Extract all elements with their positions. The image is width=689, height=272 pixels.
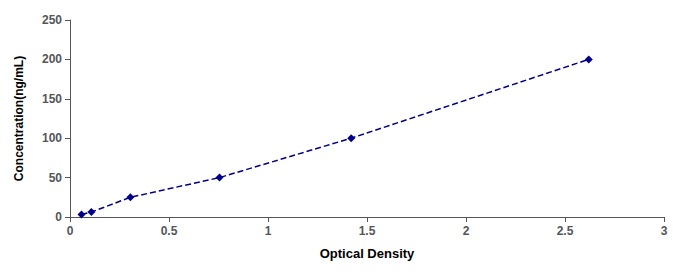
svg-text:2.5: 2.5 [557,224,574,238]
svg-text:50: 50 [49,171,63,185]
svg-text:2: 2 [463,224,470,238]
svg-text:1.5: 1.5 [359,224,376,238]
svg-text:Concentration(ng/mL): Concentration(ng/mL) [12,56,26,181]
svg-text:200: 200 [42,52,62,66]
svg-text:250: 250 [42,13,62,27]
svg-text:150: 150 [42,92,62,106]
svg-text:100: 100 [42,131,62,145]
svg-text:0.5: 0.5 [161,224,178,238]
svg-text:3: 3 [661,224,668,238]
svg-text:Optical Density: Optical Density [320,246,415,261]
svg-text:0: 0 [55,210,62,224]
svg-text:0: 0 [67,224,74,238]
svg-text:1: 1 [265,224,272,238]
